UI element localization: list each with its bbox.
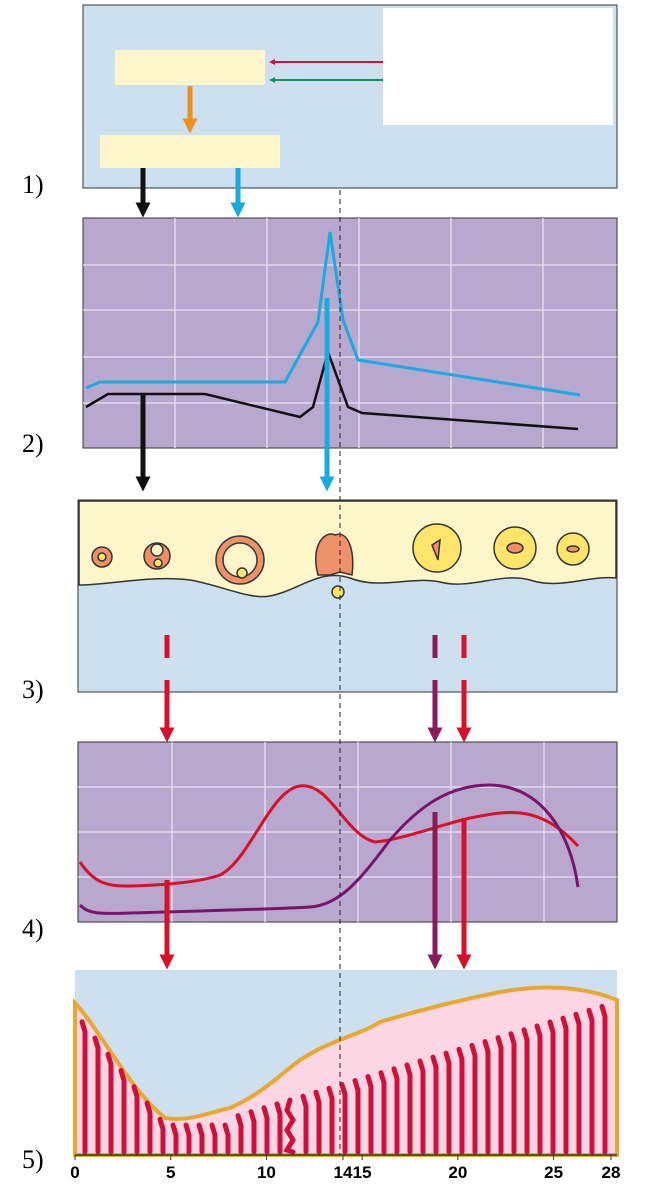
gland <box>560 1015 569 1155</box>
tick-label: 28 <box>602 1163 621 1182</box>
gland <box>365 1074 374 1155</box>
tick-label: 10 <box>257 1163 276 1182</box>
tick-label: 20 <box>448 1163 467 1182</box>
gland <box>248 1109 257 1155</box>
panel-label: 2) <box>22 429 44 458</box>
gland <box>274 1101 283 1155</box>
gland <box>144 1100 153 1155</box>
curve <box>85 347 579 431</box>
gland <box>283 1097 296 1155</box>
gland <box>599 1003 608 1155</box>
tick-label: 15 <box>353 1163 372 1182</box>
curve <box>78 783 580 915</box>
gland <box>404 1062 413 1155</box>
follicles <box>91 523 590 599</box>
panel-1 <box>82 4 618 189</box>
gland <box>157 1116 166 1155</box>
gland <box>209 1122 218 1155</box>
arrows <box>159 812 472 970</box>
gland <box>586 1007 595 1155</box>
panel-label: 3) <box>22 675 44 704</box>
panel-label: 5) <box>22 1145 44 1174</box>
gland <box>170 1122 179 1155</box>
tick-label: 14 <box>334 1163 353 1182</box>
gland <box>313 1089 322 1155</box>
panel-3 <box>77 499 618 693</box>
box <box>100 135 280 168</box>
gland <box>118 1068 127 1155</box>
endometrium <box>73 985 619 1157</box>
curve <box>85 231 581 397</box>
gland <box>547 1019 556 1155</box>
white-box <box>383 8 613 125</box>
tick-label: 5 <box>166 1163 175 1182</box>
gland <box>469 1042 478 1155</box>
panel-4 <box>77 741 618 923</box>
panel-label: 4) <box>22 914 44 943</box>
gland <box>261 1105 270 1155</box>
glands <box>79 1003 608 1155</box>
gland <box>495 1035 504 1155</box>
gland <box>196 1122 205 1155</box>
panel-label: 1) <box>22 170 44 199</box>
gland <box>508 1031 517 1155</box>
curve <box>78 784 580 888</box>
gland <box>573 1011 582 1155</box>
gland <box>235 1113 244 1155</box>
panel-5: 0 5 10 14 15 20 25 28 <box>70 970 620 1182</box>
gland <box>378 1070 387 1155</box>
box <box>115 50 265 85</box>
gland <box>521 1027 530 1155</box>
gland <box>430 1054 439 1155</box>
gland <box>131 1084 140 1155</box>
gland <box>456 1046 465 1155</box>
gland <box>326 1085 335 1155</box>
gland <box>222 1122 231 1155</box>
gland <box>105 1051 114 1155</box>
gland <box>92 1035 101 1155</box>
panel-bg <box>82 217 618 449</box>
gland <box>339 1081 348 1155</box>
tick-label: 25 <box>544 1163 563 1182</box>
gland <box>300 1093 309 1155</box>
gland <box>443 1050 452 1155</box>
grid <box>78 742 617 922</box>
gland <box>482 1039 491 1155</box>
gland <box>534 1023 543 1155</box>
arrows <box>159 635 472 743</box>
panel-2 <box>82 217 618 449</box>
tick-label: 0 <box>70 1163 79 1182</box>
gland <box>391 1066 400 1155</box>
gland <box>79 1019 88 1155</box>
gland <box>352 1078 361 1155</box>
gland <box>183 1122 192 1155</box>
ticks: 0 5 10 14 15 20 25 28 <box>70 1155 620 1182</box>
gland <box>417 1058 426 1155</box>
